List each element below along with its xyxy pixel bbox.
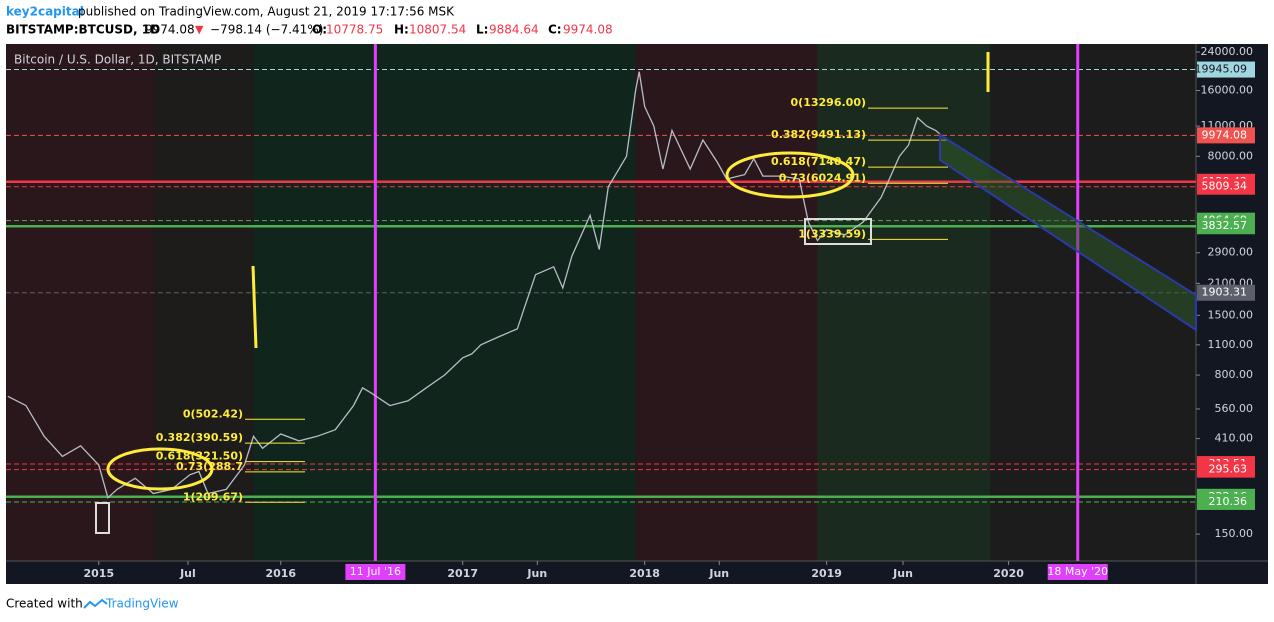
- box: [95, 502, 110, 534]
- open-label: O:: [312, 23, 327, 37]
- y-tick-label: 800.00: [1215, 368, 1254, 381]
- author[interactable]: key2capital: [6, 5, 84, 19]
- level-tag: [1197, 61, 1255, 78]
- fib-label: 0.618(7140.47): [771, 155, 866, 168]
- box: [804, 218, 872, 245]
- zone: [253, 44, 636, 561]
- zone: [817, 44, 991, 561]
- level-label: 19945.09: [1195, 63, 1248, 76]
- fib-label: 0(13296.00): [791, 96, 866, 109]
- footer-brand[interactable]: TradingView: [105, 597, 179, 611]
- level-tag: [1197, 461, 1255, 478]
- symbol: BITSTAMP:BTCUSD, 1D: [6, 23, 160, 37]
- y-tick-label: 1100.00: [1208, 338, 1254, 351]
- logo: [83, 598, 108, 609]
- y-tick-label: 8000.00: [1208, 149, 1254, 162]
- y-tick-label: 560.00: [1215, 402, 1254, 415]
- x-tick-label: 2015: [83, 567, 114, 580]
- y-tick-label: 16000.00: [1201, 83, 1254, 96]
- marker-label: 18 May '20: [1047, 565, 1108, 578]
- channel: [939, 133, 1197, 332]
- chart-title: Bitcoin / U.S. Dollar, 1D, BITSTAMP: [14, 53, 221, 67]
- marker-tag: [1047, 564, 1108, 580]
- level-label: 210.36: [1209, 495, 1248, 508]
- change: −798.14 (−7.41%): [210, 23, 323, 37]
- high-label: H:: [394, 23, 409, 37]
- zone: [635, 44, 818, 561]
- fib-label: 1(3339.59): [798, 227, 866, 240]
- footer-created: Created with: [6, 597, 83, 611]
- open: 10778.75: [326, 23, 383, 37]
- level-label: 5809.34: [1202, 180, 1248, 193]
- x-tick-label: 2018: [629, 567, 660, 580]
- y-tick-label: 150.00: [1215, 527, 1254, 540]
- price-line: [7, 71, 942, 499]
- fib-label: 0.73(288.7: [176, 460, 243, 473]
- x-tick-label: 2020: [993, 567, 1024, 580]
- fib-label: 0.382(9491.13): [771, 128, 866, 141]
- level-label: 1903.31: [1202, 286, 1248, 299]
- level-label: 9974.08: [1202, 128, 1248, 141]
- y-tick-label: 1500.00: [1208, 308, 1254, 321]
- level-tag: [1197, 284, 1255, 301]
- level-label: 295.63: [1209, 463, 1248, 476]
- level-tag: [1197, 127, 1255, 144]
- x-tick-label: Jun: [708, 567, 729, 580]
- plot: 150.00 410.00 560.00 800.00 1100.00 1500.00 21…: [6, 44, 1268, 584]
- down-arrow: ▼: [195, 23, 204, 36]
- x-tick-label: Jul: [179, 567, 196, 580]
- highlight: [106, 447, 214, 491]
- x-tick-label: Jun: [526, 567, 547, 580]
- fib-label: 0.382(390.59): [156, 431, 243, 444]
- level-tag: [1197, 218, 1255, 235]
- y-tick-label: 24000.00: [1201, 45, 1254, 58]
- high: 10807.54: [409, 23, 466, 37]
- close: 9974.08: [563, 23, 613, 37]
- level-tag: [1197, 178, 1255, 195]
- y-tick-label: 410.00: [1215, 432, 1254, 445]
- x-tick-label: 2016: [265, 567, 296, 580]
- x-tick-label: Jun: [892, 567, 913, 580]
- yellow-mark: [251, 265, 258, 349]
- fib-label: 1(209.67): [183, 490, 243, 503]
- low-label: L:: [476, 23, 488, 37]
- x-tick-label: 2019: [811, 567, 842, 580]
- marker-label: 11 Jul '16: [350, 565, 401, 578]
- y-tick-label: 2900.00: [1208, 246, 1254, 259]
- zone: [6, 44, 154, 561]
- x-tick-label: 2017: [447, 567, 478, 580]
- level-tag: [1197, 493, 1255, 510]
- low: 9884.64: [489, 23, 539, 37]
- close-label: C:: [548, 23, 562, 37]
- level-label: 3832.57: [1202, 219, 1248, 232]
- fib-label: 0.73(6024.91): [779, 171, 866, 184]
- published: published on TradingView.com, August 21,…: [78, 5, 455, 19]
- marker-tag: [345, 564, 406, 580]
- highlight: [725, 151, 855, 199]
- last: 9974.08: [145, 23, 195, 37]
- fib-label: 0(502.42): [183, 407, 243, 420]
